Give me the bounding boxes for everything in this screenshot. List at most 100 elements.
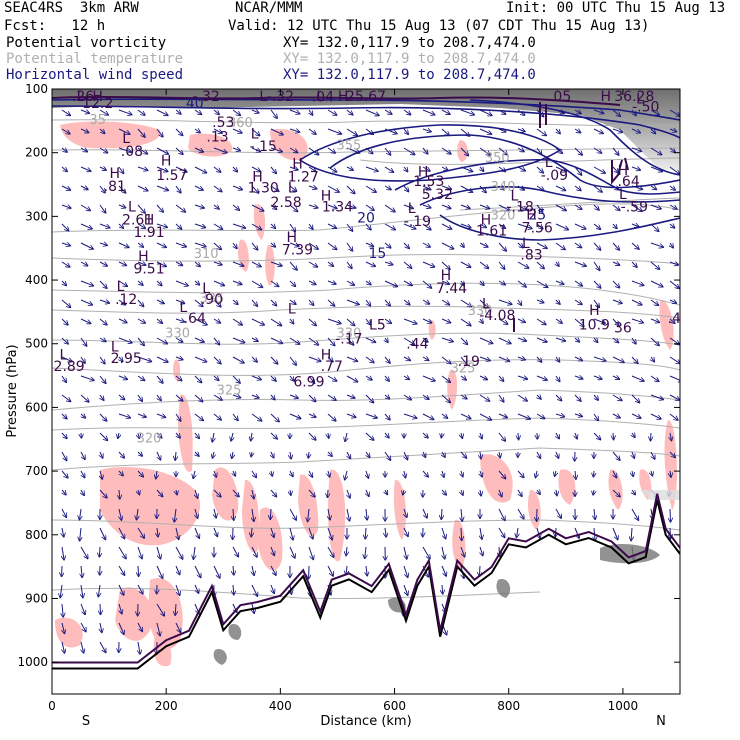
wind-vector — [175, 166, 187, 172]
y-tick-label: 700 — [25, 464, 48, 478]
wind-vector — [345, 432, 347, 441]
pv-extremum-label: .05 — [549, 89, 571, 105]
wind-vector — [137, 204, 145, 213]
wind-vector — [480, 432, 482, 439]
wind-vector — [99, 204, 106, 213]
wind-vector — [536, 280, 548, 287]
wind-vector — [156, 204, 163, 212]
pv-extremum-label: L5 — [369, 317, 386, 333]
pv-extremum-label: H — [618, 163, 629, 179]
wind-vector — [327, 546, 334, 557]
wind-vector — [194, 185, 203, 190]
wind-vector — [308, 527, 313, 539]
wind-vector — [62, 280, 66, 286]
wind-vector — [137, 166, 148, 170]
wind-vector — [574, 280, 582, 286]
pv-extremum-label: -4.08 — [479, 308, 515, 324]
wind-vector — [480, 489, 481, 496]
wind-vector — [61, 166, 67, 171]
wind-vector — [99, 147, 108, 153]
wind-vector — [384, 242, 391, 248]
wind-vector — [80, 508, 82, 520]
wind-vector — [517, 338, 526, 341]
wind-vector — [460, 223, 471, 228]
pv-extremum-label: .64 — [617, 174, 639, 190]
wind-vector — [61, 299, 71, 307]
wind-vector — [251, 470, 256, 477]
wind-vector — [403, 357, 410, 360]
init-time: Init: 00 UTC Thu 15 Aug 13 — [506, 0, 726, 16]
wind-vector — [289, 280, 295, 286]
wind-vector — [270, 128, 283, 135]
wind-vector — [575, 470, 576, 479]
wind-vector — [422, 375, 435, 381]
wind-vector — [175, 204, 185, 212]
wind-vector — [271, 451, 274, 458]
wind-vector — [61, 318, 68, 325]
wind-vector — [194, 584, 199, 593]
wind-vector — [195, 508, 198, 518]
wind-vector — [365, 413, 377, 418]
wind-vector — [251, 185, 258, 193]
wind-vector — [80, 546, 88, 559]
wind-vector — [612, 147, 619, 155]
wind-vector — [384, 280, 397, 287]
wind-vector — [251, 395, 259, 398]
wind-vector — [80, 375, 94, 380]
pv-extremum-label: 7.56 — [522, 220, 553, 236]
wind-vector — [612, 300, 622, 303]
wind-vector — [137, 281, 143, 285]
wind-vector — [61, 432, 67, 438]
wind-vector — [60, 584, 62, 598]
wind-vector — [213, 451, 215, 458]
theta-label: 320 — [491, 209, 516, 224]
wind-vector — [328, 508, 330, 520]
wind-vector — [441, 299, 449, 305]
wind-vector — [328, 432, 329, 438]
wind-vector — [536, 318, 546, 325]
wind-vector — [61, 205, 71, 208]
wind-vector — [118, 413, 130, 418]
wind-vector — [138, 565, 139, 576]
wind-vector — [98, 584, 100, 597]
wind-vector — [99, 167, 106, 170]
wind-vector — [612, 318, 619, 325]
wind-vector — [574, 185, 581, 190]
pv-extremum-label: H — [292, 157, 303, 173]
wind-vector — [365, 337, 376, 342]
wind-vector — [308, 451, 309, 458]
wind-vector — [498, 394, 504, 402]
y-tick-label: 1000 — [17, 655, 48, 669]
wind-vector — [556, 356, 560, 362]
wind-vector — [194, 299, 203, 306]
y-axis-ticks: 100 200 300 400 500 600 700 800 900 1000 — [17, 82, 680, 669]
wind-vector — [308, 318, 316, 325]
wind-vector — [251, 451, 252, 457]
wind-vector — [613, 224, 617, 228]
wind-vector — [118, 205, 126, 208]
wind-vector — [327, 318, 341, 324]
wind-vector — [118, 337, 132, 343]
wind-vector — [251, 318, 264, 325]
wind-vector — [441, 375, 450, 382]
wind-vector — [613, 470, 617, 478]
wind-vector — [536, 375, 547, 380]
wind-vector — [498, 375, 504, 381]
wind-vector — [479, 185, 486, 193]
x-axis-right-end-label: N — [656, 714, 666, 729]
wind-vector — [575, 432, 577, 439]
wind-vector — [669, 394, 680, 400]
wind-vector — [118, 280, 127, 286]
wind-vector — [612, 262, 620, 265]
wind-vector — [308, 489, 315, 497]
wind-vector — [289, 299, 296, 304]
wind-vector — [669, 262, 678, 265]
wind-vector — [422, 166, 430, 171]
wind-vector — [81, 565, 82, 577]
wind-vector — [670, 432, 672, 441]
wind-vector — [232, 185, 242, 190]
wind-vector — [327, 527, 332, 540]
wind-vector — [404, 451, 408, 460]
wind-vector — [404, 546, 407, 559]
pv-extremum-label: L — [111, 340, 119, 356]
